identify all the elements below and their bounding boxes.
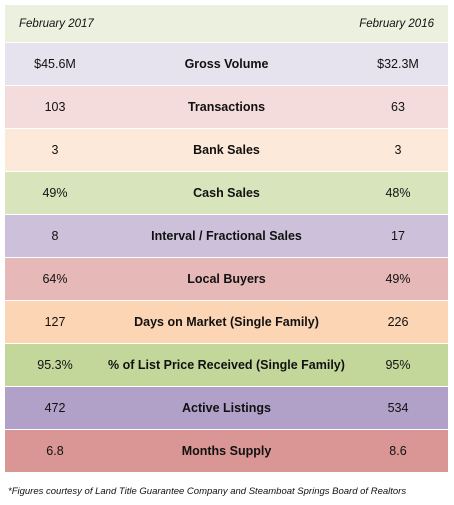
value-2017: 8 [51,229,59,243]
value-2017: 472 [44,401,66,415]
table-row: 103 Transactions 63 [5,86,448,129]
value-2017: 64% [42,272,68,286]
metric-label: Active Listings [182,401,271,415]
header-february-2016: February 2016 [359,17,434,30]
table-row: 8 Interval / Fractional Sales 17 [5,215,448,258]
table-row: 64% Local Buyers 49% [5,258,448,301]
metric-label: Cash Sales [193,186,260,200]
value-2016: $32.3M [377,57,419,71]
table-row: 127 Days on Market (Single Family) 226 [5,301,448,344]
market-stats-table: February 2017 February 2016 $45.6M Gross… [5,5,448,473]
value-2016: 8.6 [389,444,407,458]
metric-label: Days on Market (Single Family) [134,315,319,329]
value-2017: 103 [44,100,66,114]
value-2017: 49% [42,186,68,200]
value-2017: 3 [51,143,59,157]
metric-label: Bank Sales [193,143,260,157]
source-footnote: *Figures courtesy of Land Title Guarante… [8,486,407,497]
value-2016: 63 [391,100,405,114]
value-2017: $45.6M [34,57,76,71]
value-2016: 226 [387,315,409,329]
table-row: $45.6M Gross Volume $32.3M [5,43,448,86]
table-row: 472 Active Listings 534 [5,387,448,430]
value-2016: 48% [385,186,411,200]
table-row: 3 Bank Sales 3 [5,129,448,172]
value-2017: 6.8 [46,444,64,458]
value-2016: 95% [385,358,411,372]
value-2016: 49% [385,272,411,286]
metric-label: Months Supply [181,444,272,458]
metric-label: Gross Volume [184,57,269,71]
table-row: 95.3% % of List Price Received (Single F… [5,344,448,387]
table-row: 6.8 Months Supply 8.6 [5,430,448,473]
header-february-2017: February 2017 [19,17,94,30]
value-2017: 127 [44,315,66,329]
metric-label: Transactions [187,100,266,114]
value-2016: 534 [387,401,409,415]
value-2017: 95.3% [37,358,73,372]
metric-label: Local Buyers [187,272,266,286]
table-row: 49% Cash Sales 48% [5,172,448,215]
table-header-row: February 2017 February 2016 [5,5,448,43]
value-2016: 17 [391,229,405,243]
metric-label: Interval / Fractional Sales [151,229,302,243]
metric-label: % of List Price Received (Single Family) [108,358,345,372]
value-2016: 3 [394,143,402,157]
